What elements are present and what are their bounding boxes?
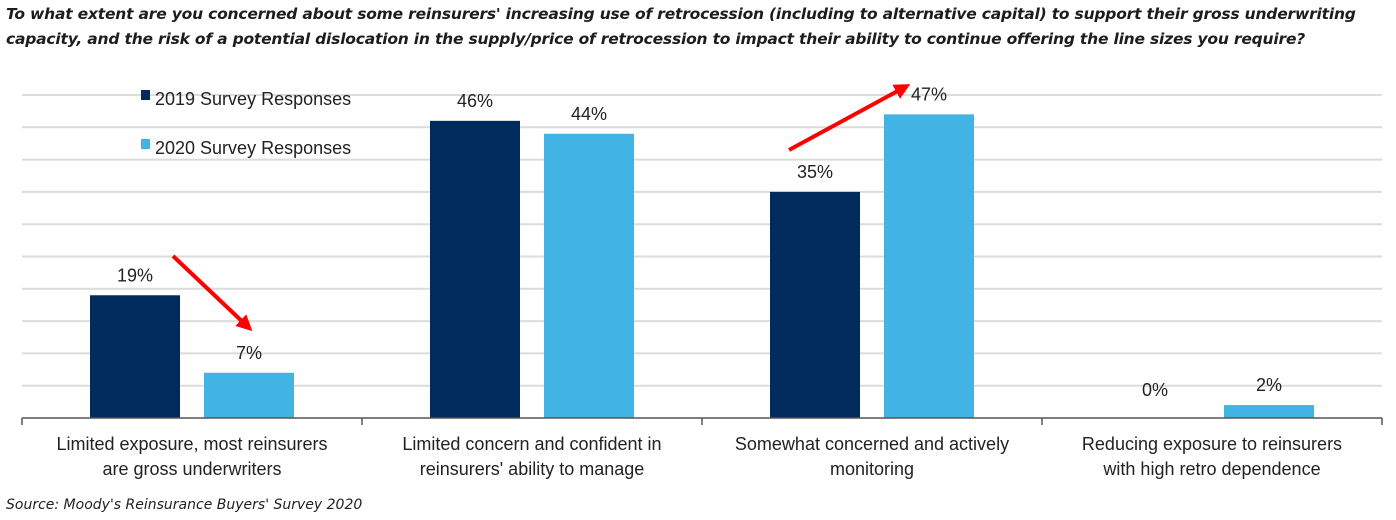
category-label: monitoring — [830, 459, 914, 479]
bar-2019 — [430, 120, 520, 418]
data-label: 0% — [1142, 380, 1168, 400]
increase-arrow-icon — [788, 84, 911, 152]
source-note: Source: Moody's Reinsurance Buyers' Surv… — [6, 497, 363, 513]
bar-2019 — [90, 295, 180, 418]
data-label: 47% — [911, 84, 947, 104]
data-label: 44% — [571, 104, 607, 124]
bar-2019 — [770, 191, 860, 418]
bar-2020 — [884, 114, 974, 418]
category-label: with high retro dependence — [1102, 459, 1320, 479]
data-label: 46% — [457, 91, 493, 111]
data-label: 2% — [1256, 375, 1282, 395]
chart-title: To what extent are you concerned about s… — [6, 5, 1356, 48]
data-label: 19% — [117, 265, 153, 285]
legend-label: 2019 Survey Responses — [155, 89, 351, 109]
category-label: reinsurers' ability to manage — [420, 459, 645, 479]
category-label: Somewhat concerned and actively — [735, 434, 1009, 454]
category-label: Limited exposure, most reinsurers — [56, 434, 327, 454]
legend-label: 2020 Survey Responses — [155, 138, 351, 158]
legend-swatch — [141, 139, 150, 149]
category-label: Reducing exposure to reinsurers — [1082, 434, 1342, 454]
category-label: are gross underwriters — [102, 459, 281, 479]
bar-2020 — [1224, 405, 1314, 418]
bar-2020 — [204, 372, 294, 418]
legend-swatch — [141, 90, 150, 100]
bar-2020 — [544, 133, 634, 418]
category-label: Limited concern and confident in — [402, 434, 661, 454]
bar-chart: 19% 7% Limited exposure, most reinsurers ar… — [21, 84, 1383, 479]
data-label: 7% — [236, 343, 262, 363]
data-label: 35% — [797, 162, 833, 182]
decrease-arrow-icon — [171, 254, 253, 332]
